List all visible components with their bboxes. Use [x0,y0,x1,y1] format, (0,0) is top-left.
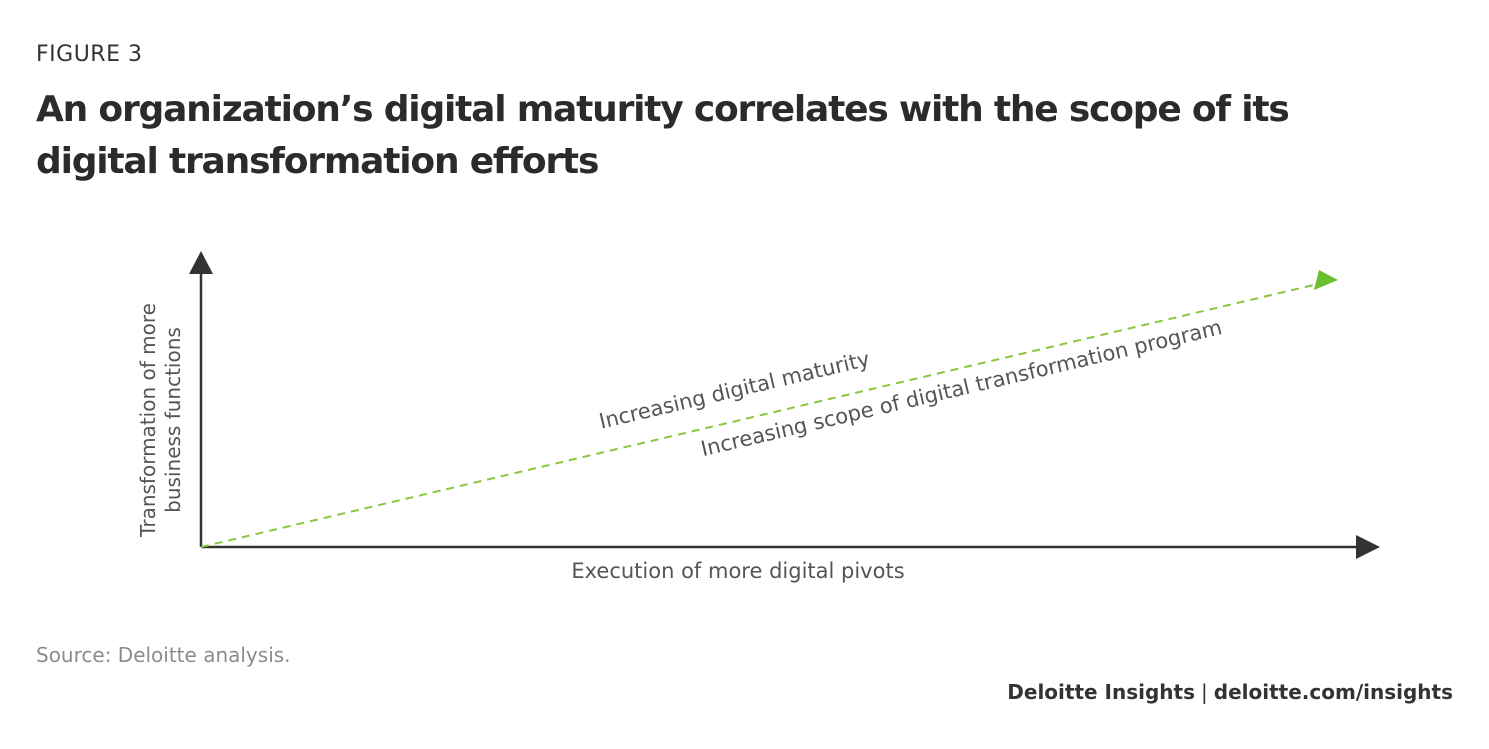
trend-arrowhead [1314,270,1338,290]
y-axis-arrowhead [189,251,213,274]
figure-label: FIGURE 3 [36,42,143,67]
y-axis-label-line2: business functions [161,327,185,513]
source-note: Source: Deloitte analysis. [36,643,291,667]
y-axis-label: Transformation of more business function… [136,303,185,538]
credit-brand: Deloitte Insights [1007,680,1196,704]
credit-url: deloitte.com/insights [1213,680,1453,704]
trend-line [200,283,1319,548]
x-axis-label: Execution of more digital pivots [571,559,904,583]
figure-title: An organization’s digital maturity corre… [36,89,1290,182]
publisher-credit: Deloitte Insights | deloitte.com/insights [1007,680,1453,704]
credit-separator: | [1201,680,1208,704]
y-axis-label-line1: Transformation of more [136,303,160,538]
x-axis-arrowhead [1356,535,1380,559]
